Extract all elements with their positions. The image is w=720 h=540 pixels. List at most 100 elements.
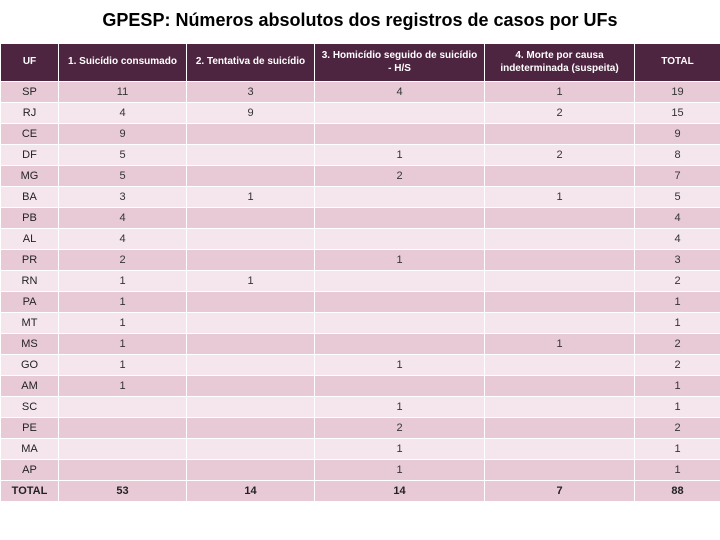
cell-c2 bbox=[187, 397, 315, 418]
cell-c1: 1 bbox=[59, 271, 187, 292]
cell-c4 bbox=[485, 292, 635, 313]
cell-c4 bbox=[485, 124, 635, 145]
total-cell-uf: TOTAL bbox=[1, 481, 59, 502]
cell-c1: 3 bbox=[59, 187, 187, 208]
page-title: GPESP: Números absolutos dos registros d… bbox=[0, 0, 720, 43]
table-row: PR2 1 3 bbox=[1, 250, 720, 271]
cell-total: 1 bbox=[635, 376, 720, 397]
table-row: PA11 bbox=[1, 292, 720, 313]
cell-c2 bbox=[187, 418, 315, 439]
header-c3: 3. Homicídio seguido de suicídio - H/S bbox=[315, 44, 485, 82]
cell-c1: 1 bbox=[59, 355, 187, 376]
header-total: TOTAL bbox=[635, 44, 720, 82]
cell-uf: MS bbox=[1, 334, 59, 355]
table-row: PB44 bbox=[1, 208, 720, 229]
cell-total: 1 bbox=[635, 397, 720, 418]
cell-c2 bbox=[187, 376, 315, 397]
table-header-row: UF 1. Suicídio consumado 2. Tentativa de… bbox=[1, 44, 720, 82]
cell-c3 bbox=[315, 229, 485, 250]
cell-total: 2 bbox=[635, 334, 720, 355]
header-c2: 2. Tentativa de suicídio bbox=[187, 44, 315, 82]
table-row: RN112 bbox=[1, 271, 720, 292]
cell-c1: 9 bbox=[59, 124, 187, 145]
cell-total: 2 bbox=[635, 418, 720, 439]
cell-c4 bbox=[485, 355, 635, 376]
cell-c3: 1 bbox=[315, 460, 485, 481]
cell-c4 bbox=[485, 166, 635, 187]
cell-uf: MG bbox=[1, 166, 59, 187]
cell-c2 bbox=[187, 334, 315, 355]
cell-c1: 5 bbox=[59, 145, 187, 166]
cell-c3: 4 bbox=[315, 82, 485, 103]
cell-c2 bbox=[187, 124, 315, 145]
cell-c2: 1 bbox=[187, 271, 315, 292]
cell-uf: BA bbox=[1, 187, 59, 208]
cell-c2 bbox=[187, 439, 315, 460]
cell-total: 1 bbox=[635, 439, 720, 460]
cell-uf: AM bbox=[1, 376, 59, 397]
cell-total: 5 bbox=[635, 187, 720, 208]
cell-c1: 2 bbox=[59, 250, 187, 271]
cell-c4 bbox=[485, 313, 635, 334]
table-row: CE99 bbox=[1, 124, 720, 145]
table-row: MT11 bbox=[1, 313, 720, 334]
cell-c4: 1 bbox=[485, 334, 635, 355]
total-cell-c3: 14 bbox=[315, 481, 485, 502]
cell-uf: PA bbox=[1, 292, 59, 313]
cell-c3 bbox=[315, 187, 485, 208]
cell-c1: 1 bbox=[59, 313, 187, 334]
cell-total: 19 bbox=[635, 82, 720, 103]
cell-total: 2 bbox=[635, 355, 720, 376]
cell-c3 bbox=[315, 334, 485, 355]
cell-total: 2 bbox=[635, 271, 720, 292]
cell-c4 bbox=[485, 418, 635, 439]
cell-c1 bbox=[59, 418, 187, 439]
cell-uf: RN bbox=[1, 271, 59, 292]
cell-total: 7 bbox=[635, 166, 720, 187]
cell-c4 bbox=[485, 271, 635, 292]
cell-c4 bbox=[485, 439, 635, 460]
cell-total: 4 bbox=[635, 208, 720, 229]
table-row: AL44 bbox=[1, 229, 720, 250]
cell-uf: AP bbox=[1, 460, 59, 481]
header-uf: UF bbox=[1, 44, 59, 82]
cell-total: 1 bbox=[635, 313, 720, 334]
table-row: BA3115 bbox=[1, 187, 720, 208]
cell-uf: RJ bbox=[1, 103, 59, 124]
table-row: PE22 bbox=[1, 418, 720, 439]
cell-uf: AL bbox=[1, 229, 59, 250]
table-row: AP11 bbox=[1, 460, 720, 481]
cell-c3: 2 bbox=[315, 166, 485, 187]
cell-c1: 4 bbox=[59, 229, 187, 250]
cell-c1: 4 bbox=[59, 103, 187, 124]
cell-c4 bbox=[485, 208, 635, 229]
cell-c4: 1 bbox=[485, 82, 635, 103]
table-total-row: TOTAL531414788 bbox=[1, 481, 720, 502]
total-cell-c1: 53 bbox=[59, 481, 187, 502]
cell-uf: PE bbox=[1, 418, 59, 439]
cell-c4 bbox=[485, 250, 635, 271]
cell-total: 3 bbox=[635, 250, 720, 271]
cell-c2 bbox=[187, 166, 315, 187]
cell-total: 15 bbox=[635, 103, 720, 124]
cell-total: 1 bbox=[635, 292, 720, 313]
cell-c2 bbox=[187, 250, 315, 271]
cell-c3: 1 bbox=[315, 250, 485, 271]
cell-c2: 1 bbox=[187, 187, 315, 208]
cell-c3: 1 bbox=[315, 145, 485, 166]
table-row: GO112 bbox=[1, 355, 720, 376]
cell-uf: PR bbox=[1, 250, 59, 271]
cell-c3 bbox=[315, 292, 485, 313]
cell-c2 bbox=[187, 208, 315, 229]
cell-uf: DF bbox=[1, 145, 59, 166]
cell-c3 bbox=[315, 103, 485, 124]
cell-c1: 5 bbox=[59, 166, 187, 187]
cell-total: 9 bbox=[635, 124, 720, 145]
table-row: MS112 bbox=[1, 334, 720, 355]
cell-c1: 1 bbox=[59, 334, 187, 355]
cell-c2 bbox=[187, 229, 315, 250]
cell-c4: 1 bbox=[485, 187, 635, 208]
cell-uf: MT bbox=[1, 313, 59, 334]
cell-uf: SP bbox=[1, 82, 59, 103]
cell-c4 bbox=[485, 397, 635, 418]
